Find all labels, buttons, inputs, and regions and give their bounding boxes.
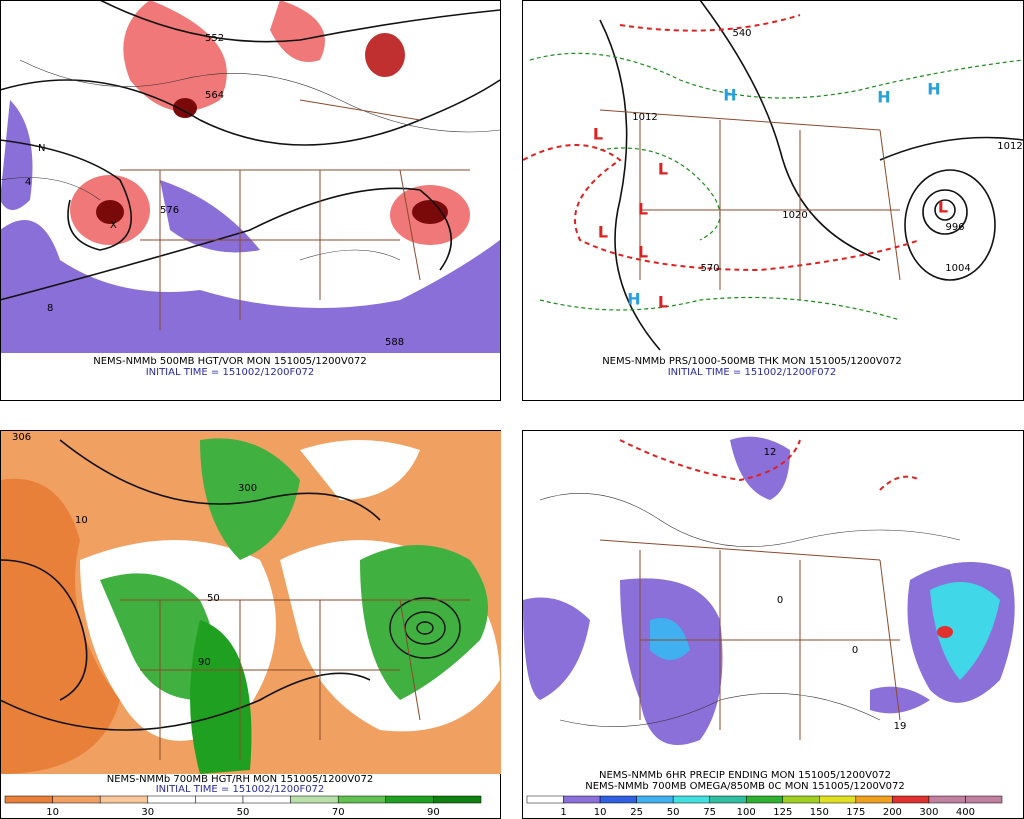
- colorbar-label: 50: [237, 807, 250, 818]
- map-label: 19: [894, 721, 907, 732]
- colorbar-bin: [928, 795, 966, 804]
- colorbar-bin: [782, 795, 820, 804]
- panel-vorticity: 552 564 576 588 N X 8 4 NEMS-NMMb 500MB …: [0, 0, 501, 401]
- colorbar-label: 1: [560, 807, 566, 818]
- colorbar-label: 75: [703, 807, 716, 818]
- init-time: INITIAL TIME = 151002/1200F072: [146, 367, 315, 378]
- colorbar: 10 30 50 70 90: [4, 795, 482, 818]
- colorbar-label: 100: [737, 807, 756, 818]
- colorbar-bin: [563, 795, 601, 804]
- colorbar-bin: [52, 795, 101, 804]
- panel-pressure: H H H H L L L L L L L 1012 1012 1020 996…: [522, 0, 1024, 401]
- isobar-label: 996: [945, 222, 964, 233]
- thickness-label: 570: [700, 263, 719, 274]
- panel-precip: 12 0 0 19 NEMS-NMMb 6HR PRECIP ENDING MO…: [522, 430, 1024, 819]
- colorbar-bin: [195, 795, 244, 804]
- low-center: L: [658, 160, 668, 179]
- low-center: L: [658, 293, 668, 312]
- colorbar-bin: [965, 795, 1003, 804]
- colorbar-label: 50: [667, 807, 680, 818]
- caption: NEMS-NMMb 500MB HGT/VOR MON 151005/1200V…: [93, 356, 367, 367]
- high-center: H: [723, 86, 736, 105]
- map-label: 0: [852, 645, 858, 656]
- low-center: L: [638, 200, 648, 219]
- map-label: 588: [385, 337, 404, 348]
- colorbar-bin: [745, 795, 784, 804]
- map-label: 90: [198, 657, 211, 668]
- colorbar-label: 125: [773, 807, 792, 818]
- low-center: L: [638, 243, 648, 262]
- colorbar-bin: [385, 795, 434, 804]
- colorbar-bin: [433, 795, 482, 804]
- colorbar-bin: [819, 795, 857, 804]
- low-center: L: [938, 198, 948, 217]
- caption: NEMS-NMMb PRS/1000-500MB THK MON 151005/…: [602, 356, 902, 367]
- map-label: 300: [238, 483, 257, 494]
- colorbar-bin: [855, 795, 893, 804]
- colorbar-label: 90: [427, 807, 440, 818]
- init-time: INITIAL TIME = 151002/1200F072: [156, 784, 325, 795]
- panel-humidity: 306 300 10 50 90 NEMS-NMMb 700MB HGT/RH …: [0, 430, 501, 819]
- colorbar-label: 400: [956, 807, 975, 818]
- map-label: 4: [25, 177, 31, 188]
- isobar-label: 1020: [782, 210, 807, 221]
- colorbar-label: 25: [630, 807, 643, 818]
- colorbar-label: 200: [883, 807, 902, 818]
- isobar-label: 1004: [945, 263, 970, 274]
- low-center: L: [598, 223, 608, 242]
- map-label: 10: [75, 515, 88, 526]
- map-label: N: [38, 143, 45, 154]
- map-label: 564: [205, 90, 224, 101]
- thickness-label: 540: [732, 28, 751, 39]
- map-label: 8: [47, 303, 53, 314]
- map-label: 576: [160, 205, 179, 216]
- colorbar-bin: [672, 795, 710, 804]
- caption: NEMS-NMMb 700MB HGT/RH MON 151005/1200V0…: [107, 774, 374, 785]
- caption: NEMS-NMMb 700MB OMEGA/850MB 0C MON 15100…: [585, 781, 905, 792]
- high-center: H: [927, 80, 940, 99]
- caption: NEMS-NMMb 6HR PRECIP ENDING MON 151005/1…: [599, 770, 891, 781]
- colorbar-bin: [636, 795, 674, 804]
- colorbar-label: 10: [46, 807, 59, 818]
- high-center: H: [627, 290, 640, 309]
- colorbar-label: 70: [332, 807, 345, 818]
- colorbar-label: 10: [594, 807, 607, 818]
- colorbar-label: 175: [846, 807, 865, 818]
- map-label: 50: [207, 593, 220, 604]
- colorbar-label: 150: [810, 807, 829, 818]
- isobar-label: 1012: [632, 112, 657, 123]
- colorbar-bin: [290, 795, 339, 804]
- colorbar-bin: [709, 795, 747, 804]
- colorbar-label: 30: [141, 807, 154, 818]
- colorbar-bin: [99, 795, 149, 804]
- colorbar-bin: [147, 795, 196, 804]
- colorbar-bin: [599, 795, 637, 804]
- colorbar-label: 300: [919, 807, 938, 818]
- colorbar-bin: [892, 795, 930, 804]
- high-center: H: [877, 88, 890, 107]
- map-label: 306: [12, 432, 31, 443]
- low-center: L: [593, 125, 603, 144]
- isobar-label: 1012: [997, 141, 1022, 152]
- colorbar-bin: [4, 795, 53, 804]
- init-time: INITIAL TIME = 151002/1200F072: [668, 367, 837, 378]
- map-label: 0: [777, 595, 783, 606]
- map-label: 12: [764, 447, 777, 458]
- colorbar-bin: [526, 795, 564, 804]
- colorbar: 1 10 25 50 75 100 125 150 175 200 300 400: [526, 795, 1003, 818]
- map-label: X: [110, 220, 117, 231]
- colorbar-bin: [337, 795, 387, 804]
- map-label: 552: [205, 33, 224, 44]
- colorbar-bin: [242, 795, 291, 804]
